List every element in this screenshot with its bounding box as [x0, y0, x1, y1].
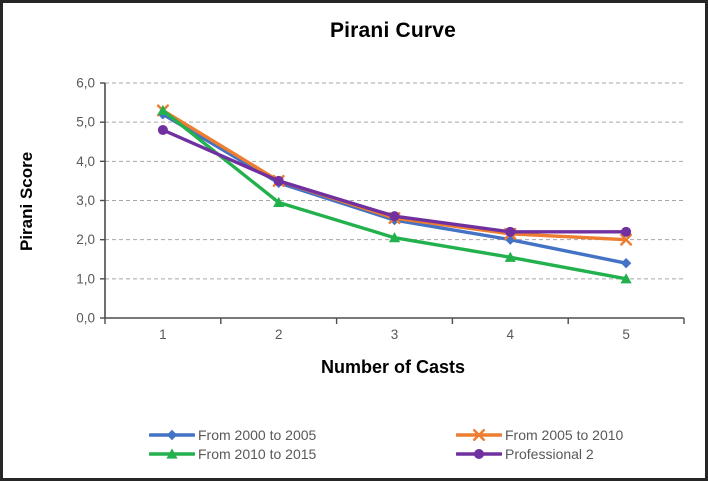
y-tick-label: 5,0 — [76, 115, 95, 130]
series-line — [161, 108, 628, 281]
y-tick-label: 6,0 — [76, 76, 95, 91]
y-tick-label: 1,0 — [76, 271, 95, 286]
triangle-marker-icon — [504, 251, 516, 262]
x-tick-label: 5 — [622, 327, 630, 342]
y-tick-label: 2,0 — [76, 232, 95, 247]
x-tick-label: 2 — [275, 327, 283, 342]
legend: From 2000 to 2005 From 2005 to 2010 From… — [149, 427, 623, 462]
series-3 — [157, 125, 632, 237]
triangle-marker-icon — [620, 273, 632, 284]
y-tick-label: 4,0 — [76, 154, 95, 169]
legend-label: Professional 2 — [505, 446, 594, 462]
legend-item-from-2010-to-2015: From 2010 to 2015 — [149, 446, 456, 462]
x-tick-label: 4 — [507, 327, 515, 342]
legend-diamond-marker-icon — [149, 429, 195, 441]
triangle-marker-icon — [388, 232, 401, 243]
legend-circle-marker-icon — [456, 449, 502, 459]
legend-label: From 2000 to 2005 — [198, 427, 317, 443]
y-tick-label: 0,0 — [76, 311, 95, 326]
circle-marker-icon — [389, 211, 400, 222]
x-marker-icon — [620, 233, 633, 246]
legend-label: From 2005 to 2010 — [505, 427, 624, 443]
triangle-marker-icon — [273, 196, 285, 208]
triangle-marker-icon — [157, 104, 169, 116]
diamond-marker-icon — [166, 429, 178, 441]
series-0 — [157, 109, 632, 269]
x-tick-label: 3 — [391, 327, 399, 342]
legend-label: From 2010 to 2015 — [198, 446, 317, 462]
legend-item-from-2005-to-2010: From 2005 to 2010 — [456, 427, 623, 443]
legend-triangle-marker-icon — [149, 448, 195, 459]
circle-marker-icon — [505, 226, 516, 237]
x-marker-icon — [472, 428, 486, 442]
legend-x-marker-icon — [456, 428, 502, 442]
chart-title: Pirani Curve — [329, 19, 457, 42]
circle-marker-icon — [621, 226, 632, 237]
x-axis-title: Number of Casts — [320, 357, 466, 377]
triangle-marker-icon — [166, 448, 178, 459]
diamond-marker-icon — [620, 257, 632, 269]
y-axis-title: Pirani Score — [17, 151, 36, 251]
circle-marker-icon — [273, 175, 284, 186]
circle-marker-icon — [157, 125, 168, 135]
legend-item-professional-2: Professional 2 — [456, 446, 623, 462]
circle-marker-icon — [474, 449, 484, 459]
plot-area: 0,0 1,0 2,0 3,0 4,0 5,0 6,0 1 2 3 4 5 — [76, 76, 685, 342]
legend-item-from-2000-to-2005: From 2000 to 2005 — [149, 427, 456, 443]
y-tick-label: 3,0 — [76, 193, 95, 208]
x-tick-label: 1 — [159, 327, 167, 342]
series-2 — [157, 104, 632, 284]
